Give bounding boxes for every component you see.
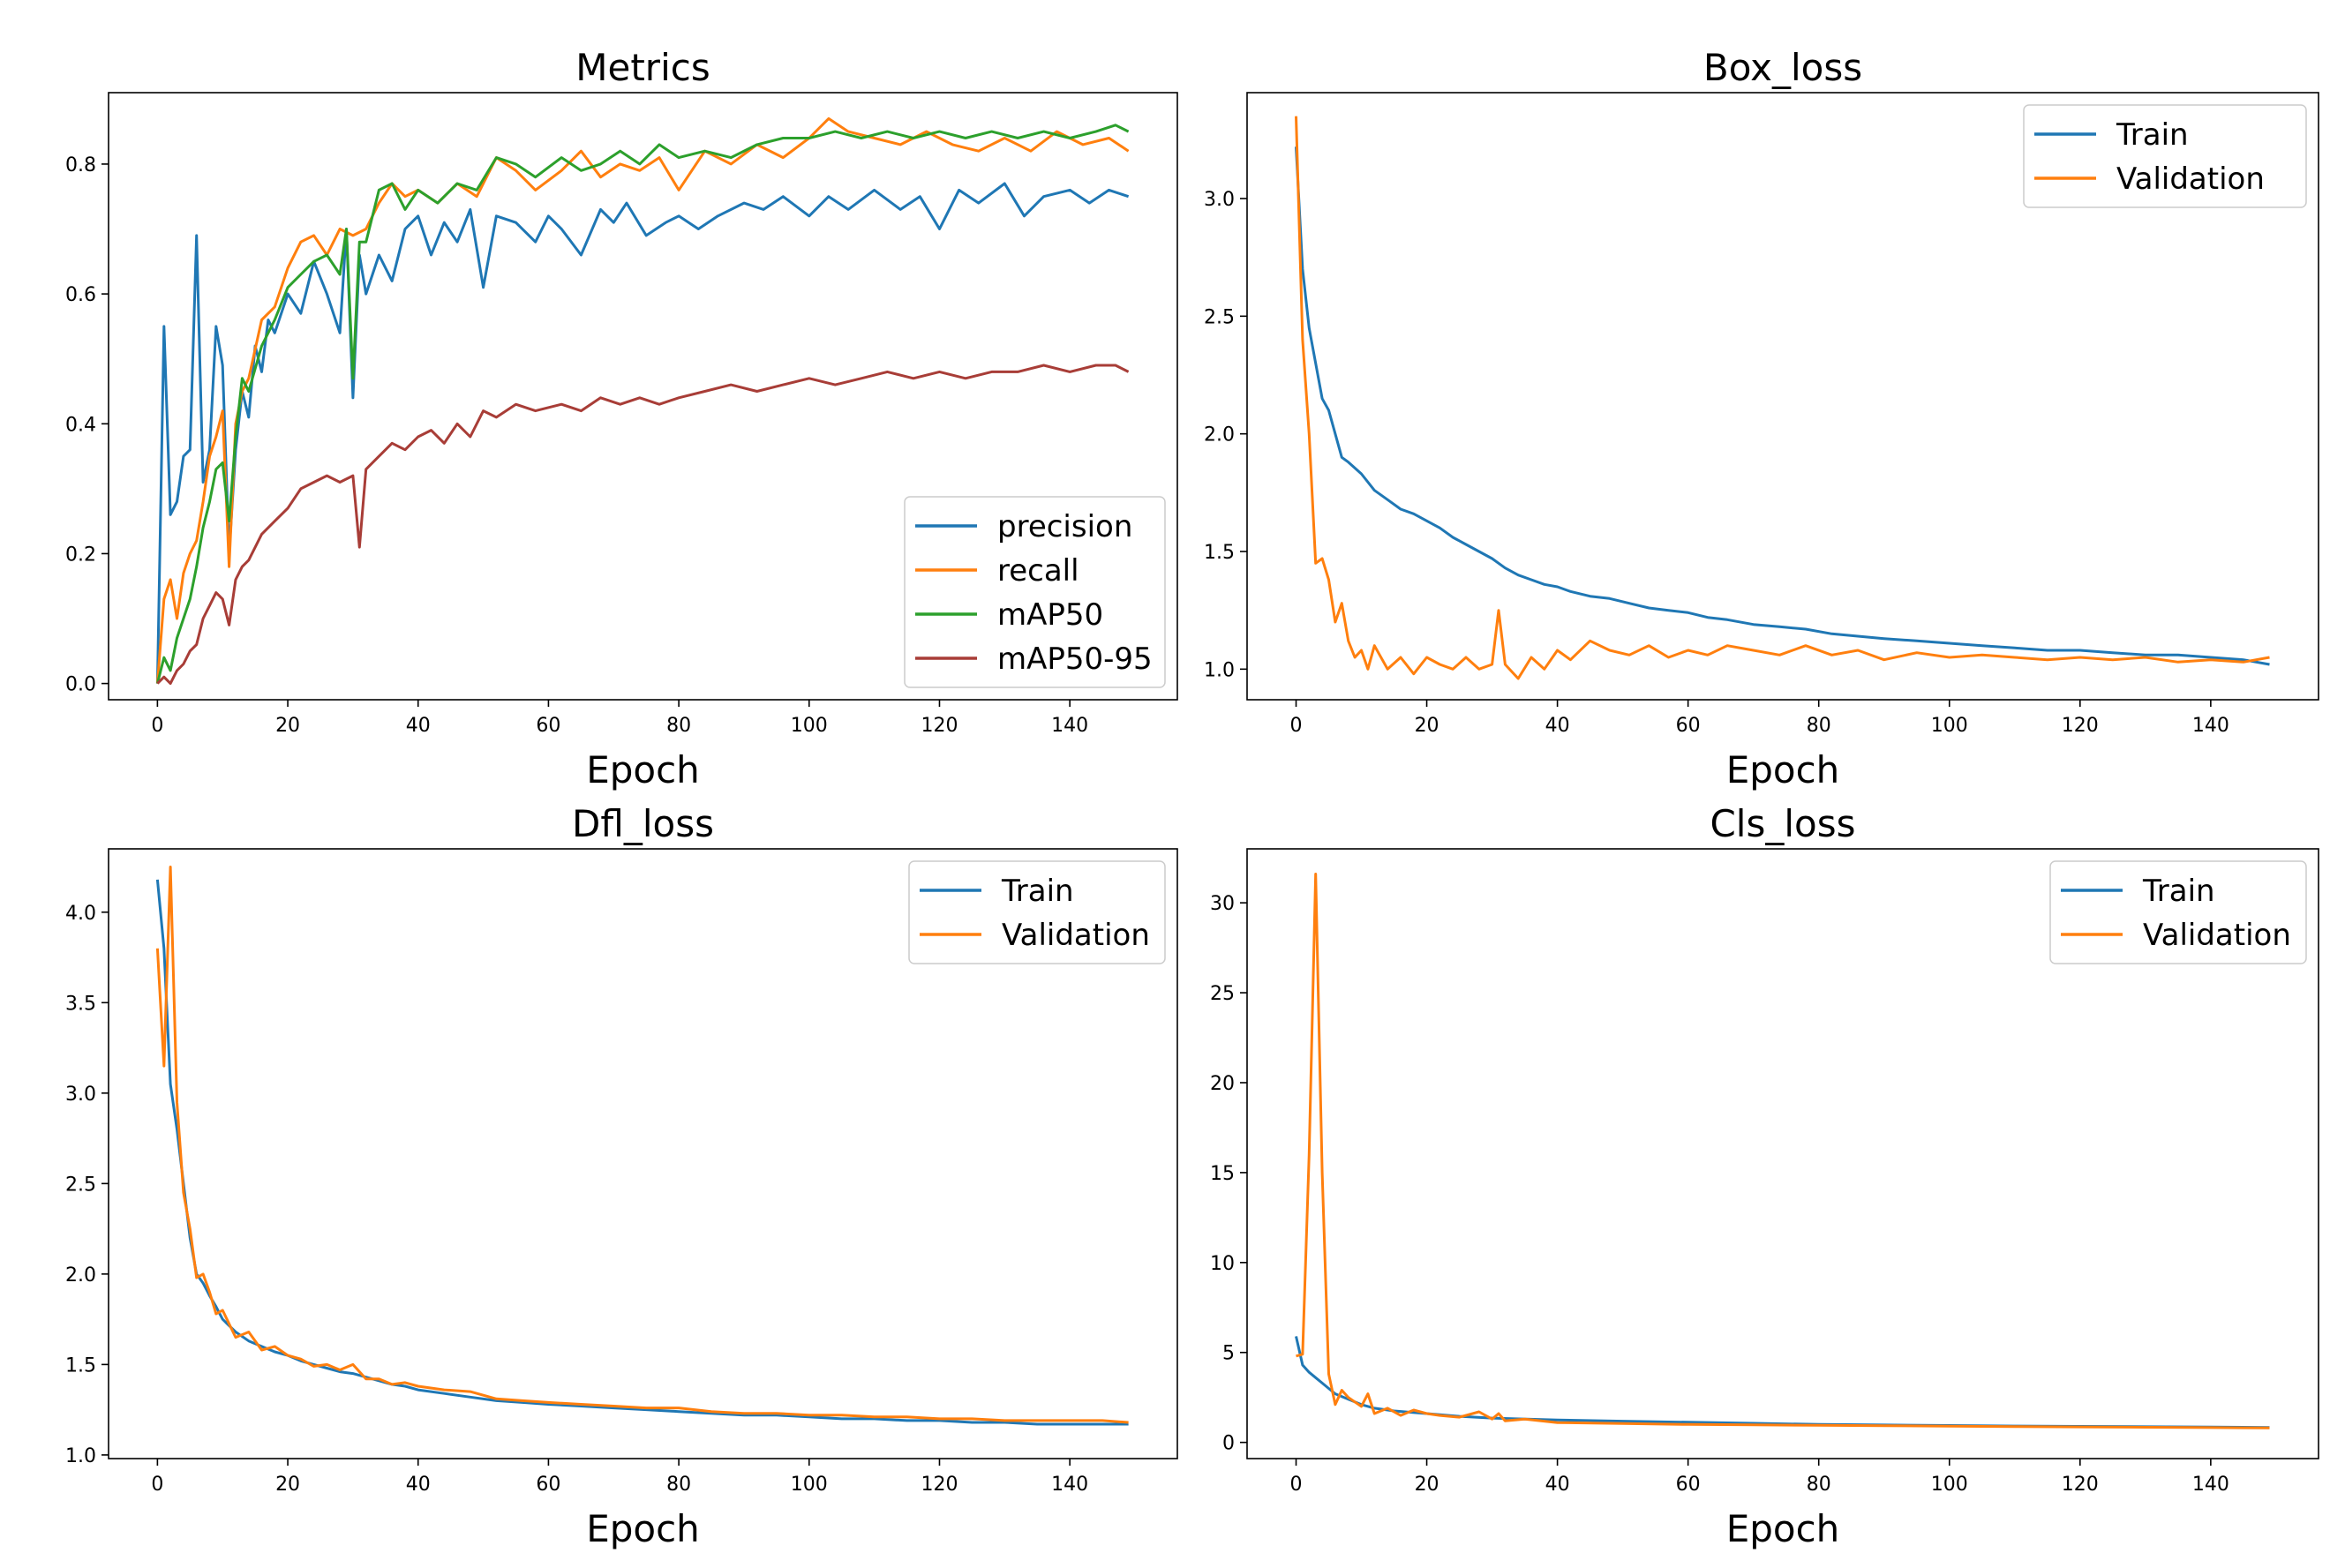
x-tick-label: 80 xyxy=(1807,1474,1831,1496)
y-tick-label: 0.6 xyxy=(65,284,96,306)
legend-label: mAP50-95 xyxy=(997,641,1153,677)
plot-frame xyxy=(108,92,1178,701)
y-tick-label: 2.0 xyxy=(1204,424,1235,446)
y-tick-label: 20 xyxy=(1210,1073,1235,1095)
x-tick-label: 100 xyxy=(1931,1474,1968,1496)
x-axis-label: Epoch xyxy=(586,1507,700,1550)
chart-panel-1: Metrics Epoch 0 20 40 60 80 100 120 140 0.0 0.2 0.4 0… xyxy=(65,46,1178,792)
x-tick-label: 120 xyxy=(921,1474,958,1496)
x-tick-label: 100 xyxy=(791,715,828,737)
series-line-map50 xyxy=(155,124,1130,684)
x-tick-label: 100 xyxy=(1931,715,1968,737)
x-axis-label: Epoch xyxy=(586,748,700,792)
legend-box xyxy=(2049,860,2307,964)
x-tick-label: 140 xyxy=(2192,715,2229,737)
x-tick-label: 120 xyxy=(921,715,958,737)
legend-label: recall xyxy=(997,553,1079,589)
series-line-validation xyxy=(1296,873,2270,1429)
x-tick-label: 20 xyxy=(1415,1474,1439,1496)
x-axis-label: Epoch xyxy=(1726,748,1840,792)
plot-frame xyxy=(1246,92,2319,701)
y-tick-label: 30 xyxy=(1210,893,1235,915)
series-line-validation xyxy=(155,866,1129,1424)
x-tick-label: 140 xyxy=(1051,1474,1088,1496)
legend-label: Validation xyxy=(1002,918,1150,953)
y-tick-label: 5 xyxy=(1222,1343,1235,1365)
y-tick-label: 3.0 xyxy=(1204,189,1235,211)
y-tick-label: 0 xyxy=(1222,1433,1235,1455)
legend: precision recall mAP50 mAP50-95 xyxy=(904,496,1166,688)
x-tick-label: 20 xyxy=(275,1474,300,1496)
x-tick-label: 40 xyxy=(1545,1474,1570,1496)
y-tick-label: 3.5 xyxy=(65,993,96,1015)
x-tick-label: 0 xyxy=(151,715,163,737)
y-tick-label: 2.0 xyxy=(65,1264,96,1287)
legend-label: Train xyxy=(2142,874,2215,909)
x-tick-label: 40 xyxy=(406,715,431,737)
legend: Train Validation xyxy=(908,860,1166,964)
legend-label: Validation xyxy=(2116,161,2265,197)
legend: Train Validation xyxy=(2049,860,2307,964)
chart-title: Dfl_loss xyxy=(572,802,714,845)
x-axis-label: Epoch xyxy=(1726,1507,1840,1550)
y-tick-label: 1.0 xyxy=(65,1445,96,1467)
chart-title: Box_loss xyxy=(1703,46,1862,89)
legend-box xyxy=(2023,104,2307,208)
legend-box xyxy=(908,860,1166,964)
y-tick-label: 0.8 xyxy=(65,154,96,176)
x-tick-label: 120 xyxy=(2062,715,2099,737)
y-tick-label: 2.5 xyxy=(65,1174,96,1196)
x-tick-label: 140 xyxy=(1051,715,1088,737)
x-tick-label: 140 xyxy=(2192,1474,2229,1496)
legend-label: mAP50 xyxy=(997,597,1103,633)
plot-frame xyxy=(1246,848,2319,1459)
legend-label: Train xyxy=(1001,874,1074,909)
x-tick-label: 80 xyxy=(666,715,691,737)
x-tick-label: 0 xyxy=(151,1474,163,1496)
x-tick-label: 60 xyxy=(536,715,560,737)
legend-label: precision xyxy=(997,509,1132,544)
y-tick-label: 0.2 xyxy=(65,544,96,566)
chart-panel-3: Dfl_loss Epoch 0 20 40 60 80 100 120 140 1.0 1.5 2.0… xyxy=(65,802,1178,1550)
chart-title: Metrics xyxy=(575,46,710,89)
x-tick-label: 120 xyxy=(2062,1474,2099,1496)
chart-title: Cls_loss xyxy=(1710,802,1855,845)
series-line-train xyxy=(1295,146,2270,666)
x-tick-label: 60 xyxy=(1676,715,1701,737)
series-line-map50-95 xyxy=(156,364,1130,686)
y-tick-label: 0.0 xyxy=(65,674,96,696)
series-line-train xyxy=(1295,1336,2270,1429)
x-tick-label: 60 xyxy=(1676,1474,1701,1496)
y-tick-label: 25 xyxy=(1210,983,1235,1005)
series-line-validation xyxy=(1295,116,2270,680)
x-tick-label: 40 xyxy=(1545,715,1570,737)
y-tick-label: 0.4 xyxy=(65,414,96,436)
y-tick-label: 4.0 xyxy=(65,903,96,925)
y-tick-label: 2.5 xyxy=(1204,306,1235,328)
y-tick-label: 15 xyxy=(1210,1163,1235,1185)
y-tick-label: 1.5 xyxy=(1204,542,1235,564)
legend-box xyxy=(904,496,1166,688)
y-tick-label: 10 xyxy=(1210,1253,1235,1275)
x-tick-label: 40 xyxy=(406,1474,431,1496)
x-tick-label: 80 xyxy=(1807,715,1831,737)
y-tick-label: 1.0 xyxy=(1204,659,1235,681)
legend: Train Validation xyxy=(2023,104,2307,208)
chart-panel-4: Cls_loss Epoch 0 20 40 60 80 100 120 140 0 5 10 15 20 2… xyxy=(1210,802,2319,1550)
x-tick-label: 0 xyxy=(1290,715,1303,737)
y-tick-label: 1.5 xyxy=(65,1354,96,1377)
chart-panel-2: Box_loss Epoch 0 20 40 60 80 100 120 140 1.0 1.5 2.0… xyxy=(1204,46,2319,792)
legend-label: Train xyxy=(2116,117,2189,153)
x-tick-label: 20 xyxy=(1415,715,1439,737)
legend-label: Validation xyxy=(2143,918,2291,953)
x-tick-label: 100 xyxy=(791,1474,828,1496)
plot-frame xyxy=(108,848,1178,1459)
x-tick-label: 20 xyxy=(275,715,300,737)
x-tick-label: 80 xyxy=(666,1474,691,1496)
y-tick-label: 3.0 xyxy=(65,1084,96,1106)
x-tick-label: 0 xyxy=(1290,1474,1303,1496)
x-tick-label: 60 xyxy=(536,1474,560,1496)
